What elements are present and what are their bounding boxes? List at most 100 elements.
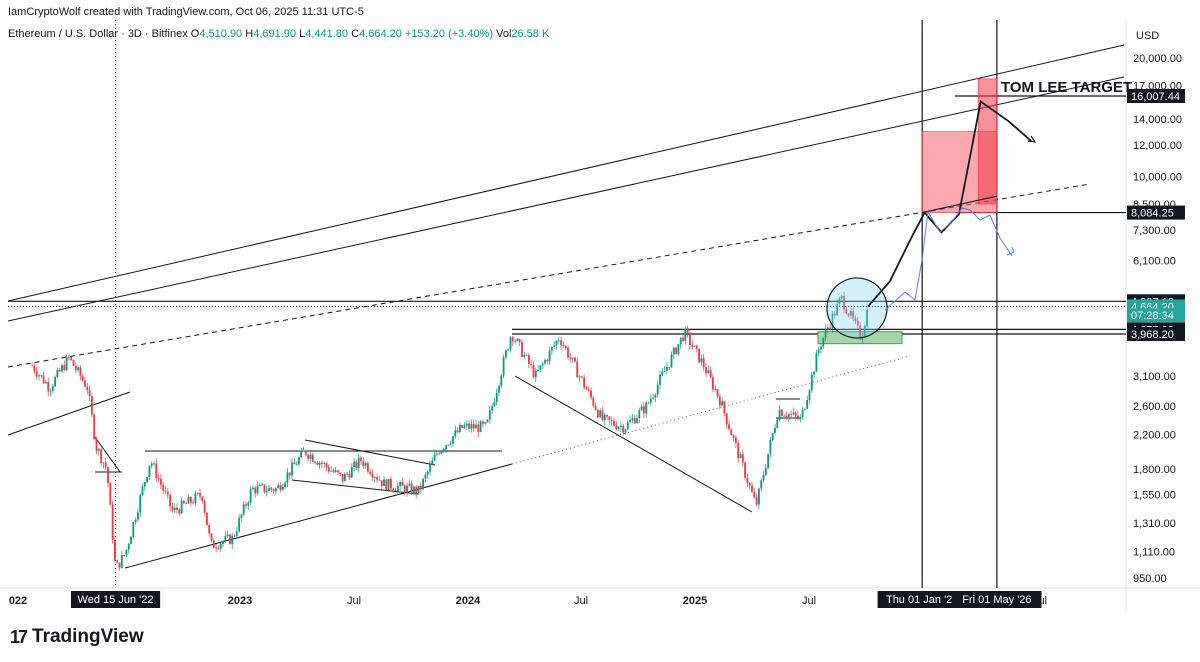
candle	[445, 445, 448, 450]
candle	[652, 397, 655, 399]
candle	[732, 435, 735, 438]
candle	[155, 463, 158, 479]
candle	[534, 370, 537, 378]
candle	[852, 311, 855, 319]
y-tick-label: 12,000.00	[1133, 140, 1182, 152]
candle	[576, 361, 579, 378]
date-badge-label: Fri 01 May '26	[962, 594, 1031, 606]
candle	[767, 453, 770, 469]
candle	[636, 418, 638, 424]
candle	[169, 494, 172, 507]
candle	[295, 464, 298, 466]
candle	[367, 463, 369, 472]
candle	[318, 462, 321, 465]
candle	[330, 470, 333, 472]
y-tick-label: 1,550.00	[1133, 489, 1176, 501]
y-tick-label: 2,600.00	[1133, 401, 1176, 413]
candle	[700, 358, 703, 363]
candle	[695, 345, 698, 349]
candle	[523, 354, 526, 357]
candle	[238, 517, 241, 532]
candle	[465, 423, 468, 426]
candle	[537, 370, 540, 371]
candle	[171, 506, 174, 511]
candle	[107, 467, 109, 484]
candle	[304, 450, 307, 455]
candle	[753, 492, 756, 498]
upper-channel-line	[7, 44, 1125, 302]
candle	[866, 309, 868, 327]
candle	[656, 384, 659, 395]
candle	[229, 534, 231, 545]
candle	[371, 474, 374, 478]
y-tick-label: 1,310.00	[1133, 518, 1176, 530]
candle	[341, 473, 344, 482]
candle	[679, 337, 682, 345]
candle	[739, 454, 742, 458]
candle	[323, 463, 326, 464]
candle	[132, 522, 135, 537]
candle	[378, 479, 381, 481]
candle	[369, 471, 372, 475]
candle	[364, 463, 367, 466]
candle	[672, 347, 675, 355]
candle	[541, 363, 544, 366]
candle	[311, 454, 314, 462]
candle	[461, 425, 464, 428]
candle	[157, 478, 160, 479]
candle	[555, 340, 558, 346]
date-badge	[877, 591, 967, 608]
candle	[629, 420, 632, 423]
candle	[454, 430, 457, 437]
candle	[686, 328, 689, 334]
candle	[415, 486, 418, 494]
candle	[486, 419, 489, 423]
candle	[447, 444, 450, 446]
candle	[546, 359, 549, 362]
volume-readout: Vol26.58 K	[496, 28, 550, 40]
price-badge	[1127, 327, 1185, 342]
candle	[836, 303, 839, 316]
candle	[587, 389, 590, 391]
support-trend-line	[124, 463, 513, 569]
candle	[417, 485, 420, 494]
candle	[606, 414, 609, 417]
symbol-name[interactable]: Ethereum / U.S. Dollar · 3D · Bitfinex	[8, 28, 188, 40]
candle	[661, 371, 664, 375]
candle	[792, 412, 795, 415]
candle	[741, 454, 744, 463]
candle	[293, 462, 296, 465]
candle	[217, 548, 220, 549]
candle	[95, 438, 98, 451]
candle	[422, 478, 425, 489]
wedge-lower-line	[291, 479, 419, 495]
candle	[827, 327, 829, 330]
candle	[116, 560, 119, 563]
candle	[831, 313, 834, 329]
candle	[730, 429, 733, 436]
candle	[829, 327, 832, 329]
candle	[723, 401, 726, 414]
candle	[166, 491, 169, 495]
candle	[684, 328, 687, 341]
currency-label[interactable]: USD	[1136, 30, 1160, 42]
candle	[845, 309, 848, 314]
candle	[160, 478, 162, 485]
candle	[424, 474, 427, 479]
candle	[666, 367, 668, 371]
candle	[475, 424, 477, 429]
candle	[580, 376, 583, 378]
candle	[114, 539, 116, 561]
candle	[86, 386, 89, 390]
candle	[380, 480, 383, 486]
tradingview-logo-text: TradingView	[32, 626, 144, 647]
candle	[97, 449, 100, 451]
candle	[38, 375, 40, 377]
candle	[787, 414, 790, 418]
candle	[199, 493, 201, 497]
candle	[302, 450, 305, 452]
candle	[102, 462, 105, 464]
candle	[399, 481, 402, 487]
